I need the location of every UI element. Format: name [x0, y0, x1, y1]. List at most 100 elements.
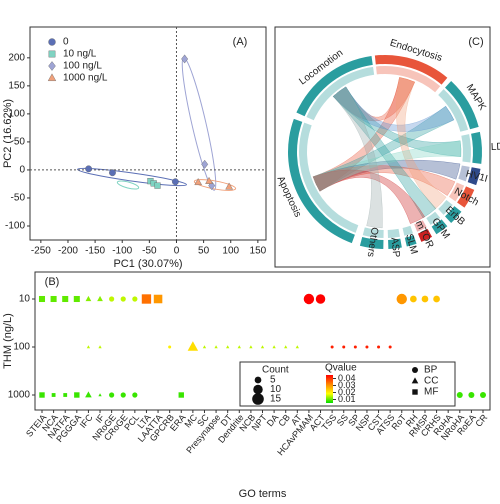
ellipse	[193, 179, 237, 191]
legend-marker	[412, 389, 418, 395]
y-tick-label: 150	[8, 80, 25, 91]
legend-marker	[47, 73, 57, 81]
x-tick-label: -200	[58, 246, 78, 257]
color-tick-label: 0.02	[338, 387, 356, 397]
ellipse	[77, 167, 187, 187]
point	[85, 165, 92, 173]
x-tick-label: -100	[112, 246, 132, 257]
panel-label: (B)	[45, 276, 60, 288]
x-axis-label: GO terms	[239, 488, 287, 500]
sector	[445, 81, 479, 130]
dot	[85, 295, 92, 302]
y-tick-label: -100	[5, 221, 25, 232]
x-tick-label: 0	[174, 246, 180, 257]
y-tick-label: -50	[11, 193, 26, 204]
dot	[342, 345, 346, 349]
x-tick-label: CR	[473, 412, 489, 429]
legend-marker	[411, 377, 419, 384]
sector-inner	[438, 89, 469, 132]
legend-marker	[254, 376, 262, 384]
legend-label: 15	[270, 394, 282, 405]
dot	[187, 341, 199, 351]
point	[208, 181, 216, 191]
sector-inner	[448, 182, 465, 202]
chord	[312, 140, 462, 192]
dot	[456, 392, 463, 398]
y-tick-label: 100	[13, 342, 30, 353]
dot	[120, 296, 126, 302]
dot	[109, 296, 115, 302]
dot	[315, 294, 326, 304]
x-tick-label: 150	[250, 246, 267, 257]
color-tick-label: 0.03	[338, 380, 356, 390]
x-tick-label: -150	[85, 246, 105, 257]
x-tick-label: 50	[198, 246, 210, 257]
legend-label: 100 ng/L	[63, 61, 102, 72]
dot	[272, 345, 276, 349]
dot	[74, 392, 80, 398]
color-bar	[326, 375, 333, 403]
point	[181, 54, 189, 64]
point	[201, 159, 209, 169]
dot	[226, 345, 230, 349]
legend-label: 5	[270, 375, 276, 386]
count-legend-title: Count	[262, 365, 289, 376]
legend-marker	[253, 384, 263, 395]
y-axis-label: PC2 (16.62%)	[2, 99, 14, 168]
legend-label: MF	[424, 387, 438, 398]
dot	[62, 295, 69, 303]
legend-label: CC	[424, 376, 438, 387]
legend-box	[239, 361, 456, 407]
sector	[445, 206, 462, 223]
dot	[50, 295, 57, 303]
sector	[296, 55, 373, 117]
dot	[132, 296, 138, 302]
legend-label: 10	[270, 384, 282, 395]
dot	[132, 392, 138, 398]
legend-marker	[412, 367, 418, 373]
point	[194, 178, 203, 186]
color-tick-label: 0.01	[338, 394, 356, 404]
sector	[288, 118, 355, 244]
legend-label: BP	[424, 365, 438, 376]
sector-inner	[426, 211, 441, 225]
dot	[396, 293, 407, 305]
dot	[73, 295, 80, 303]
dot	[168, 345, 172, 349]
dot	[410, 295, 417, 303]
dot	[480, 392, 486, 398]
panel-label: (C)	[468, 36, 483, 48]
legend-marker	[48, 50, 56, 58]
x-tick-label: -50	[142, 246, 157, 257]
y-axis-label: THM (ng/L)	[2, 313, 14, 369]
sector	[388, 238, 402, 249]
sector-label: LD	[491, 141, 500, 153]
dot	[97, 295, 103, 302]
point	[171, 178, 179, 186]
dot	[365, 345, 369, 349]
panel-c-frame	[274, 26, 491, 268]
dot	[178, 392, 184, 398]
sector-inner	[414, 220, 427, 232]
legend-marker	[48, 61, 56, 71]
chord	[332, 86, 383, 229]
dot	[303, 293, 315, 305]
dot	[388, 345, 392, 349]
dot	[260, 345, 265, 349]
sector-inner	[306, 66, 375, 121]
y-tick-label: 1000	[8, 390, 31, 401]
q-legend-title: Qvalue	[325, 363, 357, 374]
sector-inner	[299, 122, 359, 233]
y-tick-label: 100	[8, 109, 25, 120]
chord	[396, 77, 447, 210]
legend-marker	[48, 38, 56, 46]
dot	[98, 345, 102, 349]
point	[154, 182, 161, 189]
sector	[374, 54, 448, 85]
sector-inner	[438, 200, 453, 215]
point	[109, 169, 116, 177]
legend-label: 1000 ng/L	[63, 73, 108, 84]
y-tick-label: 200	[8, 52, 25, 63]
dot	[295, 345, 299, 349]
